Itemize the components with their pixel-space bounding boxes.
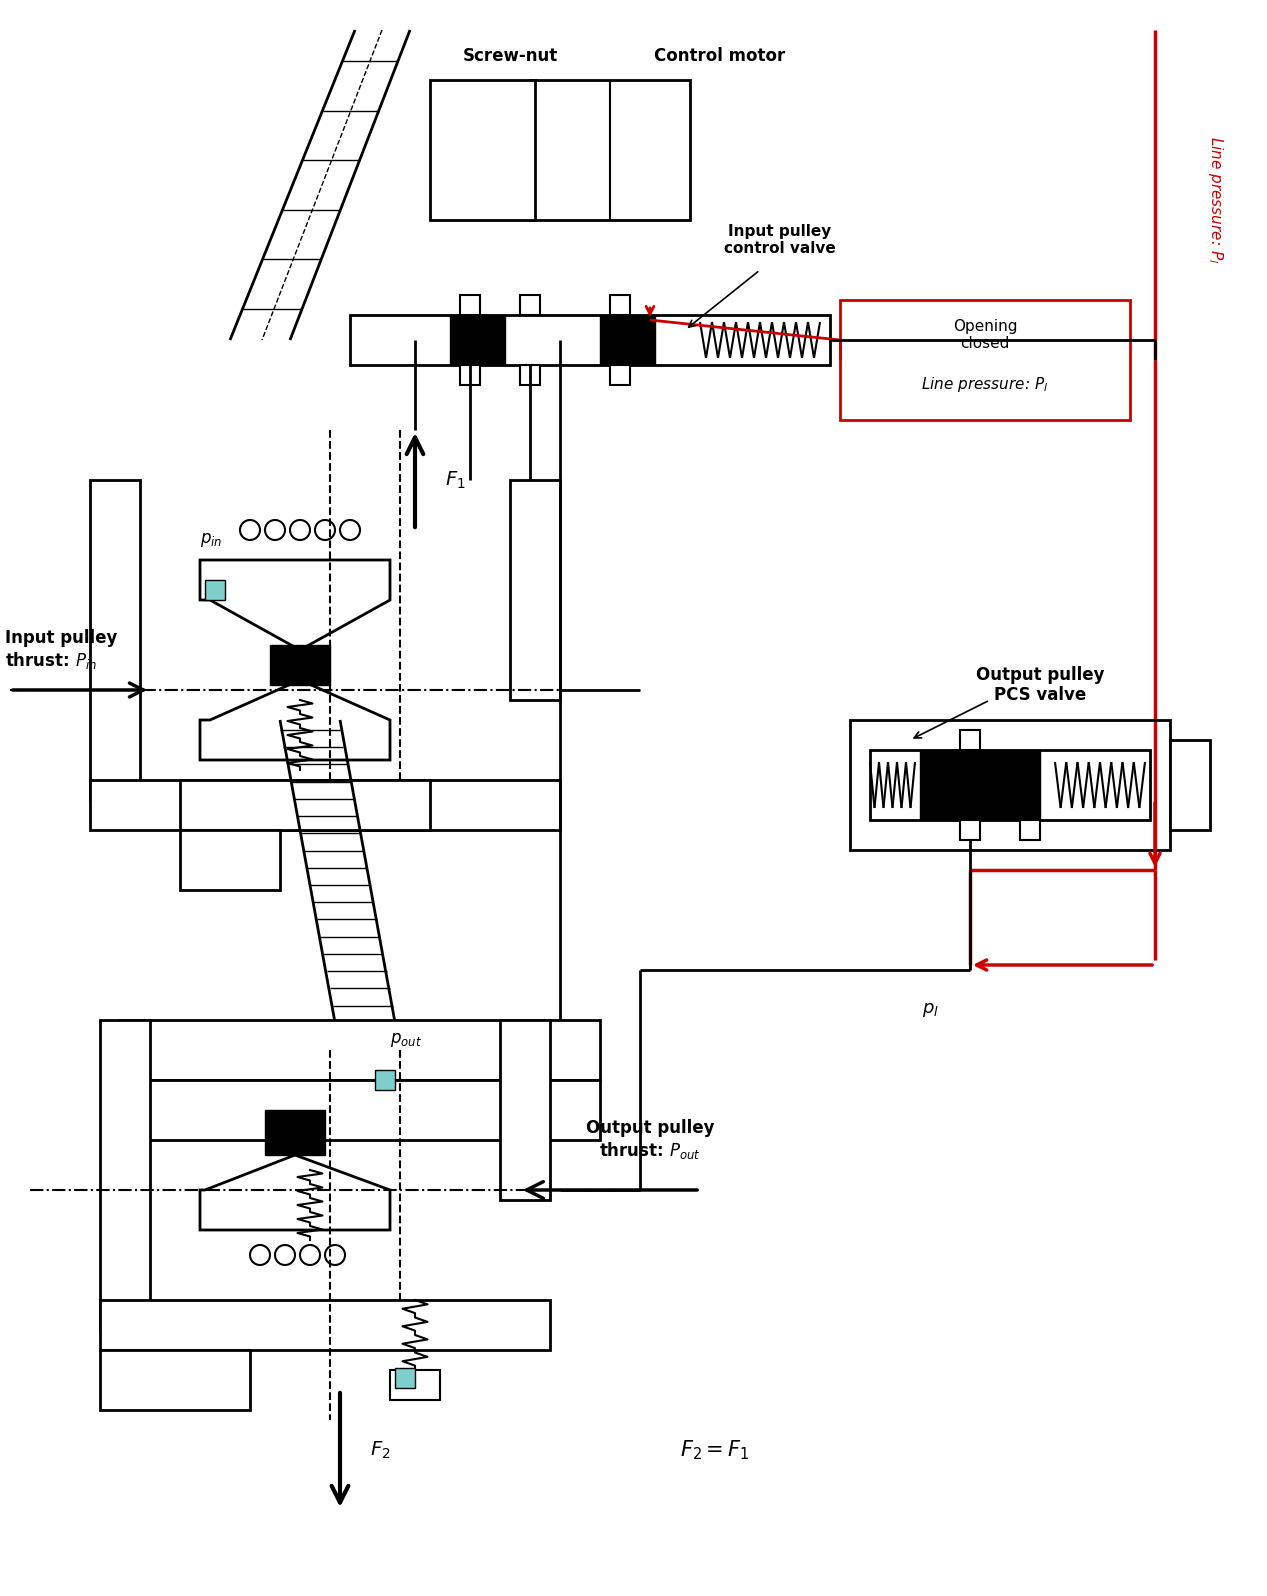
Bar	[870, 750, 1150, 820]
Bar	[1020, 820, 1040, 839]
Polygon shape	[200, 560, 390, 650]
Circle shape	[300, 1080, 321, 1100]
Circle shape	[265, 520, 285, 539]
Polygon shape	[200, 680, 390, 760]
Circle shape	[315, 520, 334, 539]
Text: Line pressure: $P_l$: Line pressure: $P_l$	[1205, 136, 1224, 263]
Bar	[270, 645, 329, 685]
Bar	[350, 314, 830, 365]
Bar	[840, 300, 1130, 420]
Circle shape	[275, 1080, 295, 1100]
Text: Input pulley
thrust: $P_{in}$: Input pulley thrust: $P_{in}$	[5, 629, 118, 670]
Bar	[960, 820, 979, 839]
Bar	[90, 480, 139, 800]
Circle shape	[275, 1245, 295, 1266]
Bar	[120, 1020, 601, 1080]
Bar	[90, 780, 560, 830]
Circle shape	[250, 1245, 270, 1266]
Polygon shape	[200, 1029, 390, 1109]
Bar	[601, 314, 655, 365]
Polygon shape	[200, 1156, 390, 1231]
Bar	[460, 295, 480, 314]
Bar	[511, 480, 560, 701]
Text: Output pulley
PCS valve: Output pulley PCS valve	[976, 666, 1105, 704]
Circle shape	[326, 1080, 345, 1100]
Text: Input pulley
control valve: Input pulley control valve	[725, 223, 836, 257]
Bar	[395, 1368, 416, 1389]
Text: $p_l$: $p_l$	[921, 1001, 939, 1018]
Circle shape	[300, 1245, 321, 1266]
Bar	[460, 365, 480, 385]
Bar	[100, 1350, 250, 1409]
Text: Line pressure: $P_l$: Line pressure: $P_l$	[921, 375, 1049, 394]
Bar	[850, 720, 1169, 851]
Circle shape	[290, 520, 310, 539]
Bar	[265, 1109, 326, 1156]
Bar	[100, 1301, 550, 1350]
Bar	[430, 80, 535, 220]
Circle shape	[340, 520, 360, 539]
Bar	[609, 295, 630, 314]
Bar	[960, 729, 979, 750]
Text: $p_{out}$: $p_{out}$	[390, 1031, 422, 1049]
Text: $F_2 = F_1$: $F_2 = F_1$	[680, 1438, 749, 1462]
Bar	[180, 830, 280, 891]
Bar	[120, 1080, 601, 1140]
Bar	[375, 1069, 395, 1090]
Circle shape	[350, 1080, 370, 1100]
Bar	[530, 80, 691, 220]
Text: Output pulley
thrust: $P_{out}$: Output pulley thrust: $P_{out}$	[585, 1119, 715, 1162]
Bar	[519, 365, 540, 385]
Bar	[205, 579, 226, 600]
Circle shape	[447, 115, 517, 185]
Circle shape	[239, 520, 260, 539]
Text: $F_1$: $F_1$	[445, 469, 465, 490]
Circle shape	[326, 1245, 345, 1266]
Bar	[500, 1020, 550, 1200]
Text: Opening
closed: Opening closed	[953, 319, 1017, 351]
Bar	[609, 365, 630, 385]
Circle shape	[250, 1080, 270, 1100]
Bar	[519, 295, 540, 314]
Bar	[920, 750, 1040, 820]
Bar	[1169, 741, 1210, 830]
Bar	[100, 1020, 150, 1329]
Text: Screw-nut: Screw-nut	[462, 46, 557, 65]
Text: $p_{in}$: $p_{in}$	[200, 531, 223, 549]
Bar	[180, 780, 430, 830]
Text: Control motor: Control motor	[654, 46, 786, 65]
Bar	[450, 314, 506, 365]
Bar	[390, 1369, 440, 1400]
Text: $F_2$: $F_2$	[370, 1440, 390, 1460]
